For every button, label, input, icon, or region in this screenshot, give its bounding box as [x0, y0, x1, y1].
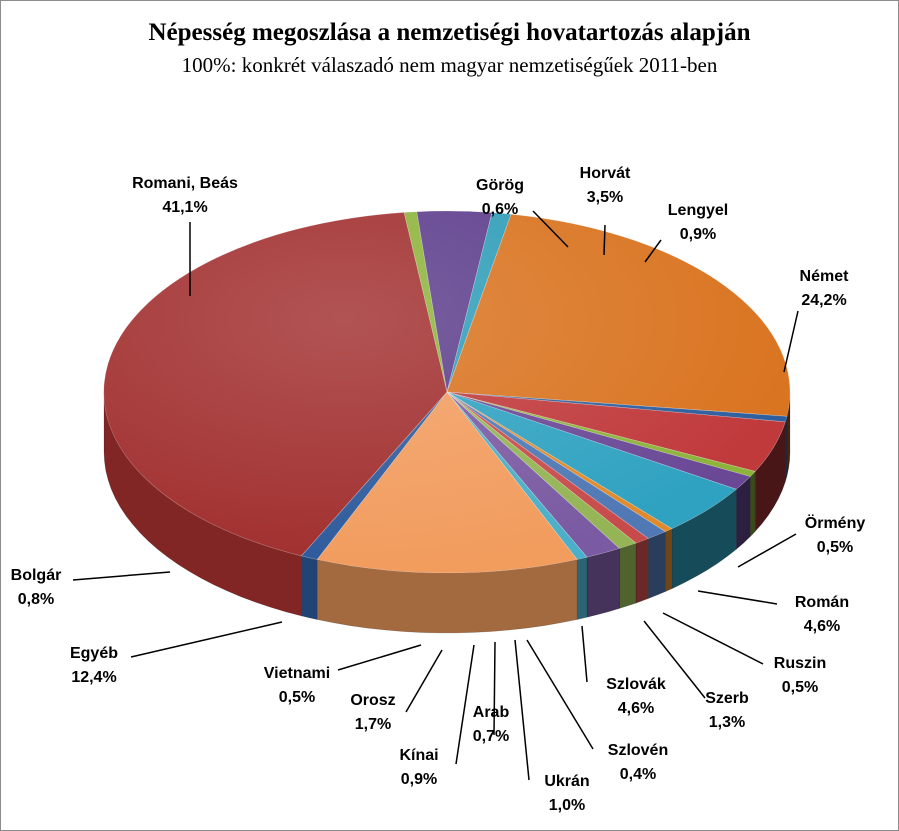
slice-side-ukran — [648, 531, 666, 599]
leader-ruszin — [662, 612, 764, 665]
slice-side-szloven — [665, 528, 673, 593]
label-name-lengyel: Lengyel — [668, 202, 728, 219]
leader-ukran — [514, 639, 530, 781]
label-name-arab: Arab — [473, 704, 510, 721]
label-value-horvat: 3,5% — [587, 189, 623, 206]
label-value-gorog: 0,6% — [482, 201, 518, 218]
slice-side-vietnami — [576, 556, 588, 620]
leader-roman — [697, 590, 778, 605]
slice-labels: Görög 0,6% Horvát 3,5% Lengyel 0,9% Német 24,2%… — [11, 165, 866, 814]
label-value-romani-beas: 41,1% — [162, 199, 207, 216]
label-name-szloven: Szlovén — [608, 742, 668, 759]
label-value-ukran: 1,0% — [549, 797, 585, 814]
leader-lengyel — [644, 239, 662, 263]
pie-highlight — [104, 211, 790, 573]
label-name-ormeny: Örmény — [805, 513, 866, 532]
chart-subtitle: 100%: konkrét válaszadó nem magyar nemze… — [181, 53, 718, 77]
pie-sides — [103, 391, 791, 634]
label-value-ormeny: 0,5% — [817, 539, 853, 556]
label-name-kinai: Kínai — [399, 747, 438, 764]
label-value-roman: 4,6% — [804, 618, 840, 635]
slice-side-arab — [635, 538, 649, 604]
label-value-orosz: 1,7% — [355, 716, 391, 733]
label-value-egyeb: 12,4% — [71, 669, 116, 686]
leader-vietnami — [337, 644, 422, 671]
label-name-gorog: Görög — [476, 177, 524, 194]
label-value-szerb: 1,3% — [709, 714, 745, 731]
slice-side-bolgar — [301, 555, 318, 620]
label-value-szloven: 0,4% — [620, 766, 656, 783]
leader-lines — [72, 210, 799, 781]
leader-szloven — [526, 639, 594, 750]
label-value-nemet: 24,2% — [801, 292, 846, 309]
label-name-szerb: Szerb — [705, 690, 749, 707]
label-value-bolgar: 0,8% — [18, 591, 54, 608]
label-name-ukran: Ukrán — [544, 773, 589, 790]
pie-tops — [103, 210, 791, 574]
leader-bolgar — [72, 571, 171, 581]
leader-ormeny — [737, 533, 797, 568]
leader-orosz — [405, 649, 443, 713]
label-name-szlovak: Szlovák — [606, 676, 666, 693]
label-value-arab: 0,7% — [473, 728, 509, 745]
label-value-szlovak: 4,6% — [618, 700, 654, 717]
leader-egyeb — [130, 621, 283, 658]
label-name-horvat: Horvát — [580, 165, 631, 182]
label-name-orosz: Orosz — [350, 692, 395, 709]
leader-szlovak — [581, 625, 588, 683]
label-value-kinai: 0,9% — [401, 771, 437, 788]
label-name-egyeb: Egyéb — [70, 645, 118, 662]
slice-side-orosz — [586, 547, 620, 618]
label-value-ruszin: 0,5% — [782, 679, 818, 696]
slice-side-ruszin — [750, 470, 756, 538]
chart-title: Népesség megoszlása a nemzetiségi hovata… — [148, 19, 751, 46]
label-value-lengyel: 0,9% — [680, 226, 716, 243]
label-name-ruszin: Ruszin — [774, 655, 826, 672]
label-name-vietnami: Vietnami — [264, 665, 330, 682]
label-name-nemet: Német — [800, 268, 850, 285]
label-name-bolgar: Bolgár — [11, 567, 62, 584]
leader-kinai — [455, 644, 475, 765]
label-name-roman: Román — [795, 594, 849, 611]
leader-horvat — [603, 224, 606, 256]
label-value-vietnami: 0,5% — [279, 689, 315, 706]
leader-arab — [493, 641, 496, 736]
leader-nemet — [783, 310, 799, 373]
label-name-romani-beas: Romani, Beás — [132, 175, 238, 192]
leader-gorog — [532, 210, 569, 248]
slice-side-kinai — [619, 542, 637, 609]
leader-szerb — [643, 620, 706, 699]
